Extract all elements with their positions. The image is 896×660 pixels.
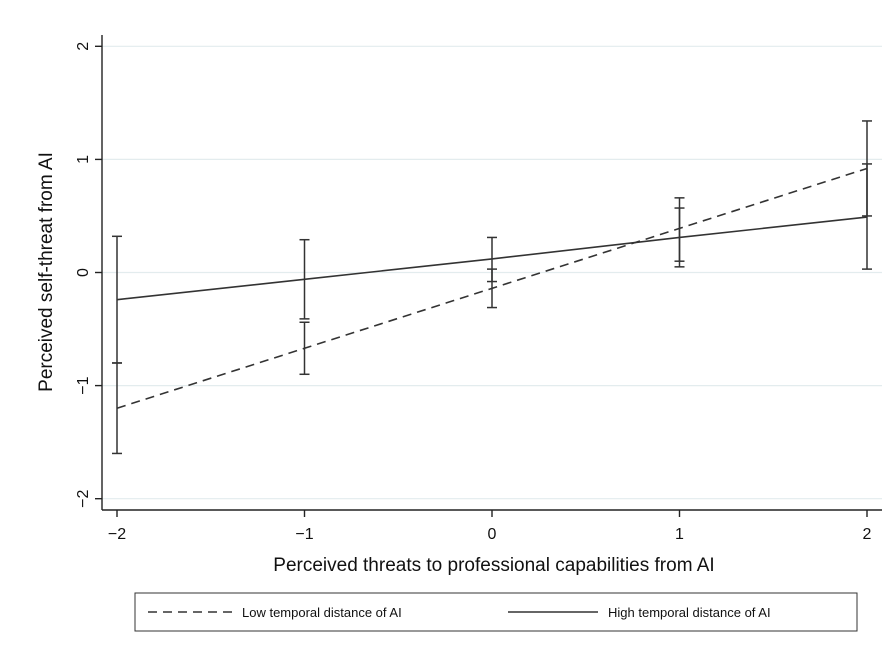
y-tick-label-0: −2: [75, 489, 92, 507]
axes: [95, 35, 882, 517]
y-tick-label-1: −1: [75, 376, 92, 394]
x-tick-label-1: −1: [295, 526, 313, 543]
series-line-1: [116, 216, 868, 301]
y-tick-label-2: 0: [75, 268, 92, 277]
x-axis-title: Perceived threats to professional capabi…: [273, 555, 714, 576]
x-tick-label-2: 0: [488, 526, 497, 543]
x-tick-label-3: 1: [675, 526, 684, 543]
series-layer: [112, 120, 872, 455]
tick-labels: −2 −1 0 1 2 −2 −1 0 1 2: [75, 42, 871, 543]
legend-label-low: Low temporal distance of AI: [242, 605, 402, 620]
y-tick-label-3: 1: [75, 155, 92, 164]
error-bar-s1-4: [862, 163, 872, 270]
x-tick-label-0: −2: [108, 526, 126, 543]
legend-box: [134, 592, 858, 632]
legend: Low temporal distance of AI High tempora…: [134, 592, 858, 632]
y-tick-label-4: 2: [75, 42, 92, 51]
y-axis-title: Perceived self-threat from AI: [36, 152, 57, 392]
x-tick-label-4: 2: [863, 526, 872, 543]
legend-label-high: High temporal distance of AI: [608, 605, 771, 620]
series-line-0: [116, 167, 868, 409]
series-1: [112, 163, 872, 364]
